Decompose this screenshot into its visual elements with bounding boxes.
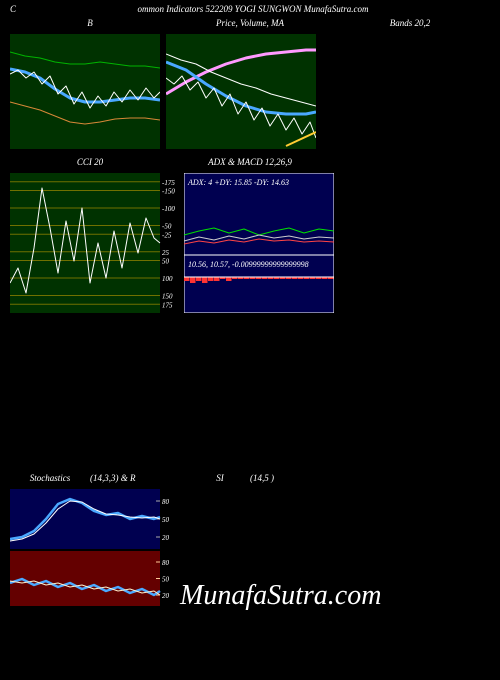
svg-text:-50: -50 [162,223,172,231]
panel2-title-right: Bands 20,2 [330,18,490,28]
svg-text:-150: -150 [162,188,175,196]
row2: 175150 100 5025 -25-50 -100 -150-175 ADX: 4 +… [0,173,500,313]
svg-text:10.56, 10.57, -0.00999999999: 10.56, 10.57, -0.00999999999999998 [188,260,309,269]
panel-adx-macd: ADX: 4 +DY: 15.85 -DY: 14.63 10.56, 10.57… [184,173,334,313]
row1-titles: B Price, Volume, MA Bands 20,2 [0,18,500,28]
panel-price [166,34,316,149]
svg-text:-175: -175 [162,179,175,187]
svg-text:-100: -100 [162,205,175,213]
svg-text:20: 20 [162,534,170,542]
chart-stoch-upper: 80 50 20 [10,489,178,549]
stoch-title-left: Stochastics [10,473,90,483]
panel-cci: 175150 100 5025 -25-50 -100 -150-175 [10,173,178,313]
panel-bollinger [10,34,160,149]
chart-adx-macd: ADX: 4 +DY: 15.85 -DY: 14.63 10.56, 10.57… [184,173,334,313]
stoch-title-mid: (14,3,3) & R [90,473,190,483]
chart-bollinger [10,34,160,149]
svg-text:80: 80 [162,559,170,567]
svg-text:150: 150 [162,293,173,301]
svg-text:50: 50 [162,258,170,266]
svg-text:80: 80 [162,498,170,506]
page-header: C ommon Indicators 522209 YOGI SUNGWON M… [0,0,500,18]
svg-text:50: 50 [162,516,170,524]
chart-stoch-lower: 80 50 20 [10,551,178,606]
svg-text:ADX: 4 +DY: 15.85 -DY: 14.63: ADX: 4 +DY: 15.85 -DY: 14.63 [187,178,289,187]
svg-text:100: 100 [162,275,173,283]
panel-stoch-upper: 80 50 20 [10,489,490,549]
svg-text:-25: -25 [162,231,172,239]
svg-text:175: 175 [162,301,173,309]
row1 [0,34,500,149]
stoch-title-si: SI [190,473,250,483]
row2-titles: CCI 20 ADX & MACD 12,26,9 [0,157,500,167]
panel3-title: CCI 20 [10,157,170,167]
panel4-title: ADX & MACD 12,26,9 [170,157,330,167]
panel2-title: Price, Volume, MA [170,18,330,28]
chart-cci: 175150 100 5025 -25-50 -100 -150-175 [10,173,178,313]
svg-text:25: 25 [162,249,170,257]
stoch-title-right: (14,5 ) [250,473,450,483]
row-stoch: 80 50 20 80 50 20 [0,489,500,606]
panel1-title: B [10,18,170,28]
chart-price [166,34,316,149]
header-center: ommon Indicators 522209 YOGI SUNGWON Mun… [16,4,490,14]
stoch-titles: Stochastics (14,3,3) & R SI (14,5 ) [0,473,500,483]
panel-stoch-lower: 80 50 20 [10,551,490,606]
svg-text:20: 20 [162,592,170,600]
svg-text:50: 50 [162,576,170,584]
